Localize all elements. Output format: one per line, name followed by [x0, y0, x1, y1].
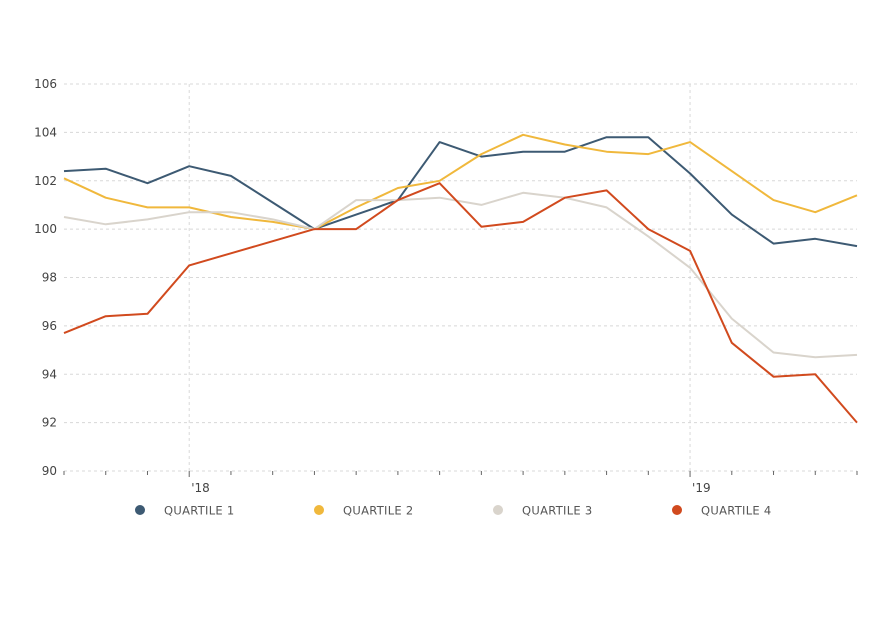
legend: QUARTILE 1 QUARTILE 2 QUARTILE 3 QUARTILE 4: [135, 504, 772, 518]
legend-label: QUARTILE 4: [701, 504, 772, 518]
series-line-quartile-4: [63, 182, 858, 424]
y-tick-label: 94: [42, 367, 57, 381]
legend-marker: [493, 505, 503, 515]
y-tick-label: 106: [34, 77, 57, 91]
legend-marker: [135, 505, 145, 515]
series-line-quartile-1: [63, 136, 858, 248]
y-tick-label: 100: [34, 222, 57, 236]
x-tick-label: '19: [692, 481, 711, 495]
y-tick-label: 92: [42, 416, 57, 430]
legend-marker: [314, 505, 324, 515]
legend-item-quartile-2: QUARTILE 2: [314, 504, 414, 518]
legend-item-quartile-3: QUARTILE 3: [493, 504, 593, 518]
y-tick-label: 96: [42, 319, 57, 333]
series-lines: [63, 133, 858, 424]
legend-item-quartile-4: QUARTILE 4: [672, 504, 772, 518]
y-tick-label: 102: [34, 174, 57, 188]
legend-label: QUARTILE 2: [343, 504, 414, 518]
y-tick-label: 98: [42, 271, 57, 285]
y-tick-label: 90: [42, 464, 57, 478]
y-tick-label: 104: [34, 125, 57, 139]
series-line-quartile-3: [63, 191, 858, 359]
axes: 90 92 94 96 98 100 102 104 106 '18 '19: [34, 77, 858, 495]
legend-label: QUARTILE 3: [522, 504, 593, 518]
legend-item-quartile-1: QUARTILE 1: [135, 504, 235, 518]
grid: [64, 83, 857, 471]
legend-marker: [672, 505, 682, 515]
legend-label: QUARTILE 1: [164, 504, 235, 518]
series-line-quartile-2: [63, 133, 858, 231]
x-tick-label: '18: [191, 481, 210, 495]
